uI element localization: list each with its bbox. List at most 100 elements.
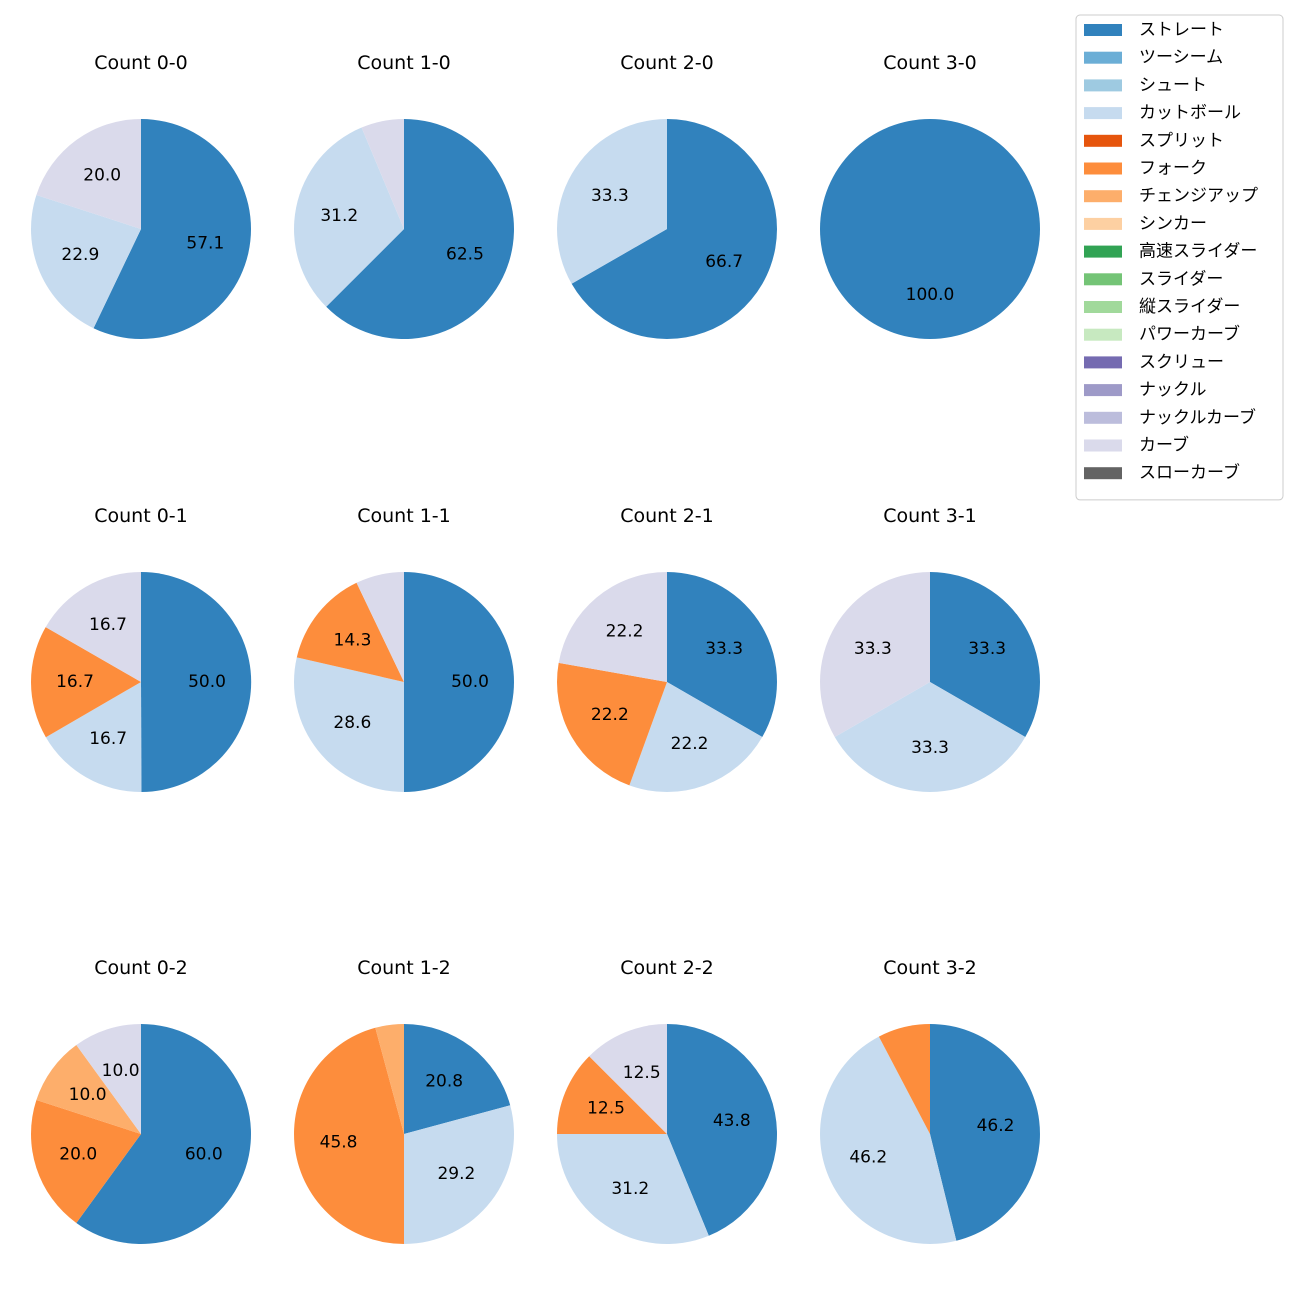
legend-frame bbox=[1075, 14, 1284, 501]
pie-slice bbox=[629, 682, 763, 793]
pie-slice bbox=[293, 657, 404, 792]
pie-slice bbox=[141, 571, 252, 792]
slice-label: 10.0 bbox=[102, 1061, 140, 1081]
slice-label: 22.2 bbox=[606, 621, 644, 641]
pie-title: Count 2-2 bbox=[620, 957, 714, 979]
slice-label: 60.0 bbox=[185, 1144, 223, 1164]
slice-label: 20.0 bbox=[59, 1144, 97, 1164]
legend-swatch bbox=[1084, 411, 1122, 424]
legend-label: ナックルカーブ bbox=[1139, 407, 1256, 428]
pie-slice bbox=[294, 127, 404, 307]
pie-slice bbox=[556, 662, 667, 786]
pie-title: Count 3-0 bbox=[883, 52, 977, 74]
legend-label: ツーシーム bbox=[1139, 48, 1223, 68]
pie-slice bbox=[589, 1024, 667, 1134]
pie-count-1-0: Count 1-0 62.5 31.2 bbox=[294, 52, 515, 339]
pie-slice bbox=[557, 1134, 709, 1245]
pie-slice bbox=[878, 1024, 930, 1134]
pie-title: Count 0-0 bbox=[94, 52, 188, 74]
legend-swatch bbox=[1084, 245, 1122, 258]
legend-swatch bbox=[1084, 24, 1122, 36]
legend-label: 縦スライダー bbox=[1139, 297, 1240, 317]
legend-swatch bbox=[1084, 273, 1122, 286]
pie-title: Count 0-2 bbox=[94, 957, 188, 979]
slice-label: 33.3 bbox=[968, 639, 1006, 659]
slice-label: 46.2 bbox=[977, 1116, 1015, 1136]
pie-slice bbox=[45, 572, 141, 682]
legend-label: カットボール bbox=[1139, 103, 1241, 123]
slice-label: 100.0 bbox=[906, 285, 955, 305]
slice-label: 22.9 bbox=[61, 245, 99, 265]
pie-slice bbox=[556, 119, 667, 284]
legend-swatch bbox=[1084, 134, 1122, 147]
pie-slice bbox=[375, 1024, 404, 1134]
pie-slice bbox=[356, 572, 404, 682]
pie-slice bbox=[571, 119, 777, 339]
slice-label: 12.5 bbox=[623, 1063, 661, 1083]
pie-title: Count 1-1 bbox=[357, 505, 451, 527]
legend-swatch bbox=[1084, 439, 1122, 452]
pie-slice bbox=[76, 1023, 141, 1134]
legend-swatch bbox=[1084, 301, 1122, 313]
pie-count-0-0: Count 0-0 57.1 22.9 20.0 bbox=[30, 52, 252, 339]
pie-slice bbox=[30, 1100, 142, 1223]
legend-label: チェンジアップ bbox=[1139, 186, 1258, 206]
legend-swatch bbox=[1084, 107, 1122, 120]
legend-swatch bbox=[1084, 162, 1122, 175]
pie-title: Count 1-2 bbox=[357, 957, 451, 979]
legend-swatch bbox=[1084, 356, 1122, 369]
slice-label: 50.0 bbox=[451, 672, 489, 692]
slice-label: 28.6 bbox=[333, 713, 371, 733]
legend-label: スライダー bbox=[1139, 269, 1223, 289]
pie-slice bbox=[93, 119, 252, 339]
slice-label: 33.3 bbox=[591, 186, 629, 206]
pie-slice bbox=[36, 1045, 141, 1134]
slice-label: 50.0 bbox=[188, 672, 226, 692]
pie-slice bbox=[930, 572, 1040, 737]
pie-slice bbox=[558, 572, 667, 682]
pie-slice bbox=[296, 582, 404, 682]
slice-label: 33.3 bbox=[854, 639, 892, 659]
slice-label: 31.2 bbox=[320, 206, 358, 226]
pie-count-1-1: Count 1-1 50.0 28.6 14.3 bbox=[293, 505, 514, 792]
pie-slice bbox=[557, 1056, 667, 1134]
pie-count-3-1: Count 3-1 33.3 33.3 33.3 bbox=[820, 505, 1040, 792]
legend-swatch bbox=[1084, 190, 1122, 203]
legend: ストレートツーシームシュートカットボールスプリットフォークチェンジアップシンカー… bbox=[1075, 14, 1284, 501]
pie-title: Count 2-1 bbox=[620, 505, 714, 527]
pie-slice bbox=[930, 1024, 1040, 1241]
legend-label: ナックル bbox=[1139, 380, 1207, 400]
legend-label: 高速スライダー bbox=[1139, 242, 1257, 262]
legend-label: フォーク bbox=[1139, 159, 1207, 179]
slice-label: 20.0 bbox=[83, 166, 121, 186]
pie-count-3-2: Count 3-2 46.2 46.2 bbox=[820, 957, 1040, 1244]
slice-label: 43.8 bbox=[713, 1111, 751, 1131]
legend-label: シュート bbox=[1139, 75, 1207, 95]
pie-count-0-2: Count 0-2 60.0 20.0 10.0 10.0 bbox=[30, 957, 251, 1244]
legend-swatch bbox=[1084, 79, 1122, 92]
legend-label: カーブ bbox=[1139, 435, 1189, 456]
pie-title: Count 2-0 bbox=[620, 52, 714, 74]
pie-title: Count 3-1 bbox=[883, 505, 977, 527]
pie-slice bbox=[404, 572, 514, 792]
pie-title: Count 0-1 bbox=[94, 505, 188, 527]
legend-label: スプリット bbox=[1139, 131, 1224, 151]
pie-slice bbox=[361, 119, 404, 229]
pie-count-3-0: Count 3-0 100.0 bbox=[820, 52, 1040, 339]
legend-label: シンカー bbox=[1139, 214, 1207, 234]
pie-slice bbox=[326, 118, 515, 339]
slice-label: 46.2 bbox=[849, 1147, 887, 1167]
slice-label: 62.5 bbox=[446, 244, 484, 264]
legend-label: スクリュー bbox=[1139, 352, 1224, 372]
slice-label: 12.5 bbox=[587, 1099, 625, 1119]
slice-label: 20.8 bbox=[425, 1072, 463, 1092]
pie-slice bbox=[667, 572, 777, 737]
slice-label: 22.2 bbox=[671, 734, 709, 754]
legend-swatch bbox=[1084, 328, 1122, 341]
pie-slice bbox=[45, 682, 142, 793]
pie-count-2-1: Count 2-1 33.3 22.2 22.2 22.2 bbox=[556, 505, 777, 793]
pie-title: Count 3-2 bbox=[883, 957, 977, 979]
pie-slice bbox=[834, 682, 1026, 792]
slice-label: 14.3 bbox=[334, 631, 372, 651]
